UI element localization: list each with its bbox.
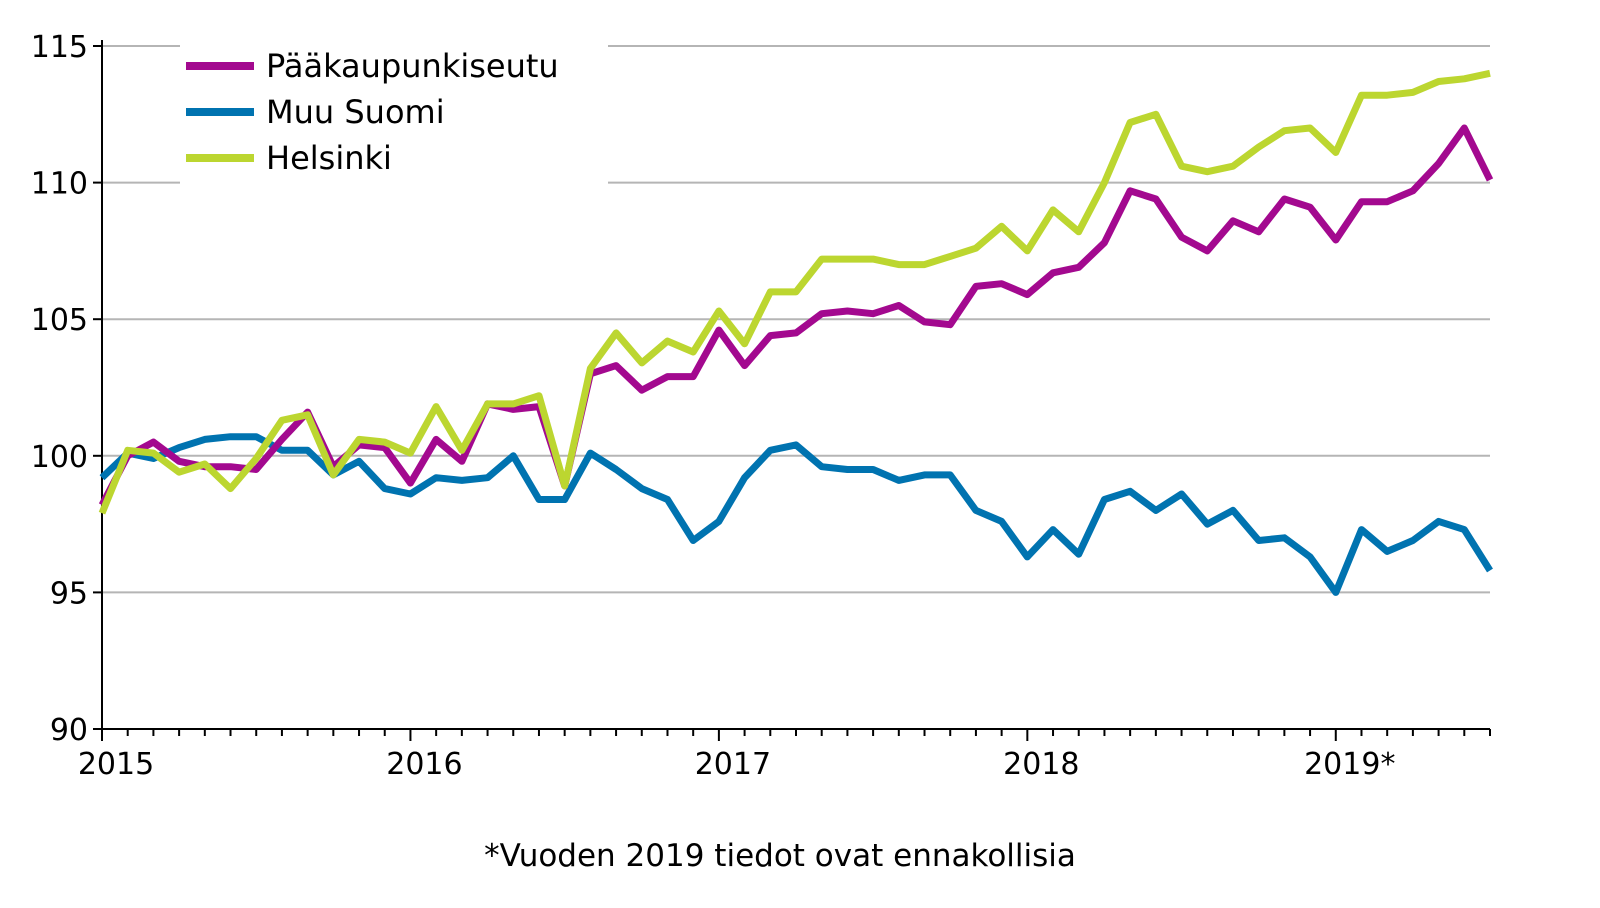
x-tick-label: 2018 — [1003, 747, 1079, 782]
y-tick-label: 95 — [50, 576, 88, 611]
x-tick-label: 2017 — [695, 747, 771, 782]
legend-label: Helsinki — [266, 139, 392, 177]
footnote: *Vuoden 2019 tiedot ovat ennakollisia — [484, 838, 1076, 874]
x-tick-label: 2016 — [386, 747, 462, 782]
y-tick-label: 100 — [31, 440, 88, 475]
x-tick-label: 2019* — [1304, 747, 1395, 782]
y-tick-label: 110 — [31, 167, 88, 202]
y-tick-label: 115 — [31, 30, 88, 65]
legend-label: Muu Suomi — [266, 93, 445, 131]
axes: 90 95 100 105 110 115 2015 2016 2017 2018 2019* — [31, 30, 1491, 782]
x-tick-label: 2015 — [78, 747, 154, 782]
y-tick-label: 90 — [50, 713, 88, 748]
series-line-muu-suomi — [99, 433, 1493, 596]
series-lines — [98, 69, 1494, 596]
legend: Pääkaupunkiseutu Muu Suomi Helsinki — [180, 38, 608, 188]
series-line-helsinki — [98, 69, 1491, 515]
legend-label: Pääkaupunkiseutu — [266, 47, 559, 85]
y-tick-label: 105 — [31, 303, 88, 338]
